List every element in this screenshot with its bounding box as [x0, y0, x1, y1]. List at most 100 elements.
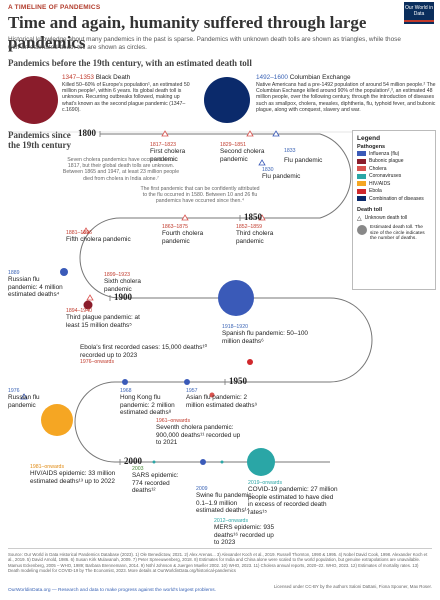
event-years: 1899–1923 — [104, 272, 130, 278]
marker-cholera-7 — [209, 392, 215, 398]
event-hiv: 1981–onwards HIV/AIDS epidemic: 33 milli… — [30, 464, 120, 485]
footer-divider — [8, 548, 432, 549]
year-label-1950: 1950 — [229, 376, 247, 386]
sources-text: Source: Our World in Data Historical Pan… — [8, 552, 428, 573]
event-years: 1961–onwards — [156, 418, 191, 424]
owid-logo[interactable]: Our World in Data — [404, 2, 434, 24]
marker-russian-1889 — [60, 268, 68, 276]
event-years: 1981–onwards — [30, 464, 65, 470]
legend-item: HIV/AIDS — [357, 180, 431, 188]
event-name: Flu pandemic — [284, 157, 323, 164]
legend-label: HIV/AIDS — [369, 180, 391, 187]
event-years: 1881–1896 — [66, 230, 92, 236]
event-mers: 2012–onwards MERS epidemic: 935 deaths¹⁶… — [214, 518, 278, 547]
event-name: Sixth cholera pandemic — [104, 278, 141, 293]
marker-swine — [200, 459, 206, 465]
event-years: 1833 — [284, 148, 296, 154]
note-flu: The first pandemic that can be confident… — [140, 186, 260, 205]
section-title-pre19: Pandemics before the 19th century, with … — [8, 58, 252, 68]
event-cholera-3: 1852–1859 Third cholera pandemic — [236, 224, 286, 245]
legend-item: Cholera — [357, 165, 431, 173]
event-russian-1976: 1976 Russian flu pandemic — [8, 388, 48, 409]
event-name: Third cholera pandemic — [236, 230, 274, 245]
legend-swatch — [357, 196, 366, 202]
event-name: Spanish flu pandemic: 50–100 million dea… — [222, 330, 308, 345]
marker-cholera-3 — [258, 214, 266, 221]
marker-flu-1833 — [272, 130, 280, 137]
legend: Legend Pathogens Influenza (flu) Bubonic … — [352, 130, 436, 290]
marker-cholera-5 — [82, 227, 90, 234]
marker-russian-1976 — [20, 393, 28, 400]
legend-swatch — [357, 181, 366, 187]
event-years: 1817–1823 — [150, 142, 176, 148]
event-name: Second cholera pandemic — [220, 148, 265, 163]
logo-text: Our World in Data — [405, 5, 433, 17]
timeline-markers — [20, 130, 280, 476]
event-name: Hong Kong flu pandemic: 2 million estima… — [120, 394, 175, 417]
columbian-block: 1492–1600 Columbian Exchange Native Amer… — [256, 74, 436, 114]
event-years: 2009 — [196, 486, 208, 492]
legend-swatch — [357, 158, 366, 164]
event-years: 1889 — [8, 270, 20, 276]
marker-cholera-2 — [246, 130, 254, 137]
event-years: 1863–1875 — [162, 224, 188, 230]
event-name: MERS epidemic: 935 deaths¹⁶ recorded up … — [214, 524, 275, 547]
marker-hongkong — [122, 379, 128, 385]
legend-label: Influenza (flu) — [369, 150, 400, 157]
marker-cholera-6 — [86, 294, 94, 301]
legend-label: Ebola — [369, 188, 382, 195]
legend-item: Influenza (flu) — [357, 150, 431, 158]
event-years: 1852–1859 — [236, 224, 262, 230]
section-title-since: Pandemics since the 19th century — [8, 130, 71, 150]
event-flu-1830: 1830 Flu pandemic — [262, 167, 312, 181]
logo-bar — [404, 20, 434, 22]
legend-label: Coronaviruses — [369, 173, 402, 180]
columbian-name: Columbian Exchange — [289, 74, 351, 81]
legend-swatch — [357, 173, 366, 179]
marker-asian — [184, 379, 190, 385]
event-asian: 1957 Asian flu pandemic: 2 million estim… — [186, 388, 266, 409]
marker-ebola — [247, 359, 253, 365]
columbian-years: 1492–1600 — [256, 74, 288, 81]
legend-item: Bubonic plague — [357, 158, 431, 166]
marker-spanish-flu — [218, 280, 254, 316]
legend-swatch — [357, 188, 366, 194]
legend-unknown: Unknown death toll — [364, 215, 408, 222]
event-name: Swine flu pandemic: 0.1–1.9 million esti… — [196, 492, 254, 515]
event-years: 1918–1920 — [222, 324, 248, 330]
marker-sars — [152, 460, 156, 464]
black-death-years: 1347–1353 — [62, 74, 94, 81]
legend-item: Ebola — [357, 188, 431, 196]
legend-triangle-icon: △ — [357, 215, 362, 222]
marker-cholera-4 — [181, 214, 189, 221]
event-years: 2012–onwards — [214, 518, 249, 524]
timeline-path — [74, 133, 373, 463]
marker-plague-3 — [83, 300, 93, 310]
event-years: 1957 — [186, 388, 198, 394]
event-spanish-flu: 1918–1920 Spanish flu pandemic: 50–100 m… — [222, 324, 312, 345]
page-title: Time and again, humanity suffered throug… — [8, 13, 367, 52]
legend-death-title: Death toll — [357, 206, 383, 213]
event-years: 1976 — [8, 388, 20, 394]
marker-mers — [220, 460, 224, 464]
event-years: 1976–onwards — [80, 359, 115, 365]
columbian-text: Native Americans had a pre-1492 populati… — [256, 81, 436, 114]
event-plague-3: 1894–1940 Third plague pandemic: at leas… — [66, 308, 148, 329]
event-cholera-6: 1899–1923 Sixth cholera pandemic — [104, 272, 154, 293]
kicker: A TIMELINE OF PANDEMICS — [8, 4, 101, 11]
marker-cholera-1 — [161, 130, 169, 137]
legend-item: Combination of diseases — [357, 195, 431, 203]
event-name: SARS epidemic: 774 recorded deaths¹² — [132, 472, 179, 495]
event-years: 1830 — [262, 167, 274, 173]
event-name: Fourth cholera pandemic — [162, 230, 204, 245]
event-name: Russian flu pandemic — [8, 394, 40, 409]
event-cholera-1: 1817–1823 First cholera pandemic — [150, 142, 200, 163]
event-cholera-2: 1829–1851 Second cholera pandemic — [220, 142, 270, 163]
event-name: COVID-19 pandemic: 27 million people est… — [248, 486, 338, 516]
black-death-block: 1347–1353 Black Death Killed 50–60% of E… — [62, 74, 192, 114]
footer-license: Licensed under CC-BY by the authors Salo… — [273, 584, 432, 589]
footer-link[interactable]: OurWorldinData.org — Research and data t… — [8, 588, 216, 593]
year-label-1800: 1800 — [78, 128, 96, 138]
event-russian-1889: 1889 Russian flu pandemic: 4 million est… — [8, 270, 68, 299]
